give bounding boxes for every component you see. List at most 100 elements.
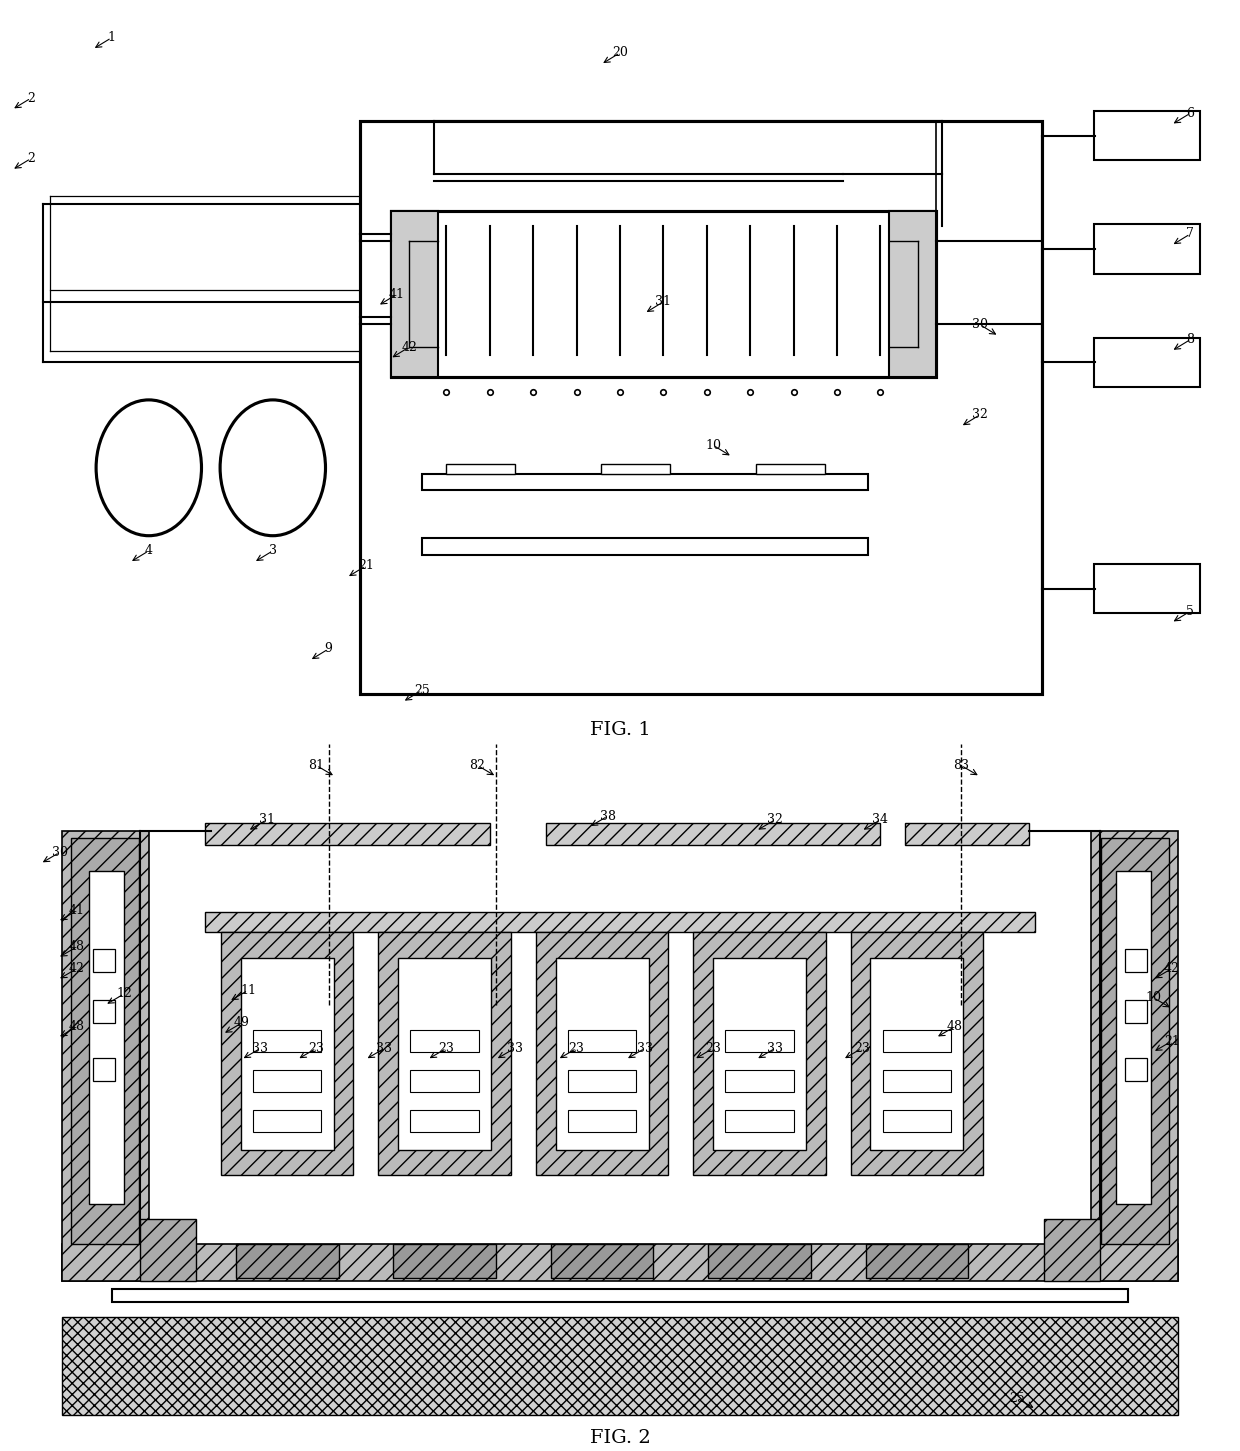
- Text: 33: 33: [768, 1042, 782, 1055]
- Bar: [866, 1244, 968, 1278]
- Bar: [410, 1030, 479, 1052]
- Bar: [391, 212, 438, 377]
- Bar: [391, 212, 936, 377]
- Text: 11: 11: [241, 984, 255, 997]
- Bar: [725, 1110, 794, 1132]
- Bar: [536, 932, 668, 1175]
- Bar: [393, 1244, 496, 1278]
- Bar: [446, 464, 515, 474]
- Text: 6: 6: [1187, 107, 1194, 119]
- Text: 31: 31: [656, 296, 671, 308]
- Text: FIG. 2: FIG. 2: [590, 1429, 650, 1448]
- Bar: [756, 464, 825, 474]
- Bar: [93, 1058, 115, 1081]
- Text: 7: 7: [1187, 228, 1194, 241]
- Text: 10: 10: [706, 438, 720, 451]
- Text: 5: 5: [1187, 605, 1194, 618]
- Text: 23: 23: [569, 1042, 584, 1055]
- Text: 12: 12: [117, 988, 131, 1000]
- Text: 25: 25: [414, 683, 429, 696]
- Bar: [241, 958, 334, 1149]
- Text: 48: 48: [947, 1020, 962, 1033]
- Bar: [1101, 839, 1169, 1245]
- Bar: [708, 1244, 811, 1278]
- Bar: [62, 1318, 1178, 1415]
- Text: 83: 83: [954, 759, 968, 772]
- Text: 30: 30: [52, 846, 67, 859]
- Bar: [221, 932, 353, 1175]
- Bar: [713, 958, 806, 1149]
- Bar: [568, 1110, 636, 1132]
- Bar: [1095, 564, 1200, 612]
- Text: 30: 30: [972, 318, 987, 331]
- Text: 81: 81: [309, 759, 324, 772]
- Bar: [89, 871, 124, 1204]
- Bar: [253, 1110, 321, 1132]
- Text: 48: 48: [69, 1020, 84, 1033]
- Text: 25: 25: [1009, 1392, 1024, 1405]
- Text: 34: 34: [873, 814, 888, 826]
- Text: 23: 23: [309, 1042, 324, 1055]
- Bar: [883, 1030, 951, 1052]
- Text: 42: 42: [402, 341, 417, 354]
- Bar: [1095, 225, 1200, 273]
- Bar: [905, 824, 1029, 844]
- Bar: [398, 958, 491, 1149]
- Bar: [422, 538, 868, 554]
- Bar: [205, 913, 1035, 933]
- Bar: [851, 932, 983, 1175]
- Bar: [236, 1244, 339, 1278]
- Ellipse shape: [221, 400, 325, 535]
- Bar: [1116, 871, 1151, 1204]
- Text: 9: 9: [325, 643, 332, 656]
- Text: 33: 33: [637, 1042, 652, 1055]
- Bar: [62, 830, 149, 1281]
- Text: 10: 10: [1146, 991, 1161, 1004]
- Bar: [410, 1071, 479, 1091]
- Bar: [1091, 830, 1178, 1281]
- Text: FIG. 1: FIG. 1: [590, 721, 650, 740]
- Bar: [410, 1110, 479, 1132]
- Text: 8: 8: [1187, 334, 1194, 345]
- Bar: [889, 212, 936, 377]
- Bar: [1125, 1000, 1147, 1023]
- Text: 23: 23: [439, 1042, 454, 1055]
- Bar: [378, 932, 511, 1175]
- Text: 2: 2: [27, 91, 35, 104]
- Text: 3: 3: [269, 544, 277, 557]
- Bar: [725, 1030, 794, 1052]
- Text: 41: 41: [389, 287, 404, 300]
- Bar: [62, 1245, 1178, 1281]
- Bar: [883, 1071, 951, 1091]
- Bar: [568, 1071, 636, 1091]
- Text: 33: 33: [253, 1042, 268, 1055]
- Text: 42: 42: [1164, 962, 1179, 975]
- Bar: [93, 949, 115, 972]
- Bar: [112, 1290, 1128, 1303]
- Bar: [140, 1219, 196, 1281]
- Text: 33: 33: [507, 1042, 522, 1055]
- Bar: [1095, 112, 1200, 161]
- Bar: [1044, 1219, 1100, 1281]
- Bar: [71, 839, 139, 1245]
- Bar: [253, 1030, 321, 1052]
- Bar: [93, 1000, 115, 1023]
- Bar: [883, 1110, 951, 1132]
- Bar: [568, 1030, 636, 1052]
- Bar: [422, 474, 868, 490]
- Text: 1: 1: [108, 32, 115, 44]
- Text: 32: 32: [768, 814, 782, 826]
- Ellipse shape: [95, 400, 201, 535]
- Text: 20: 20: [613, 46, 627, 59]
- Bar: [693, 932, 826, 1175]
- Bar: [205, 824, 490, 844]
- Text: 82: 82: [470, 759, 485, 772]
- Bar: [556, 958, 649, 1149]
- Bar: [1125, 949, 1147, 972]
- Bar: [725, 1071, 794, 1091]
- Bar: [601, 464, 670, 474]
- Bar: [1095, 338, 1200, 386]
- Bar: [870, 958, 963, 1149]
- Text: 42: 42: [69, 962, 84, 975]
- Text: 23: 23: [706, 1042, 720, 1055]
